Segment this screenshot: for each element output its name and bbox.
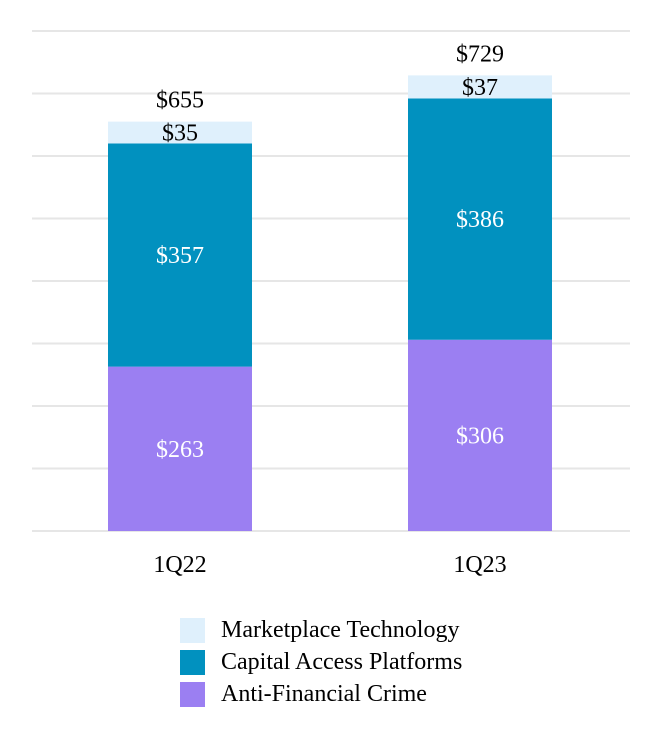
- data-label: $306: [456, 423, 504, 449]
- bar-anti-financial-crime-1q23: [408, 339, 552, 531]
- legend: Marketplace Technology Capital Access Pl…: [180, 614, 462, 710]
- bar-capital-access-platforms-1q23: [408, 98, 552, 340]
- legend-swatch: [180, 681, 205, 707]
- x-axis-ticks: 1Q22 1Q23: [153, 552, 506, 578]
- legend-item-anti-financial-crime: Anti-Financial Crime: [180, 678, 462, 710]
- data-label: $386: [456, 207, 504, 233]
- legend-item-capital-access-platforms: Capital Access Platforms: [180, 646, 462, 678]
- data-label: $35: [162, 121, 198, 147]
- legend-swatch: [180, 649, 205, 675]
- data-label: $37: [462, 75, 498, 101]
- legend-label: Capital Access Platforms: [221, 648, 463, 675]
- legend-label: Marketplace Technology: [221, 616, 460, 643]
- data-label: $263: [156, 437, 204, 463]
- segment-labels: $263 $357 $35 $306 $386 $37: [156, 75, 504, 463]
- total-label: $655: [156, 88, 204, 114]
- legend-item-marketplace-technology: Marketplace Technology: [180, 614, 462, 646]
- bar-marketplace-technology-1q23: [408, 75, 552, 99]
- bar-anti-financial-crime-1q22: [108, 366, 252, 531]
- legend-label: Anti-Financial Crime: [221, 680, 427, 707]
- data-label: $357: [156, 243, 204, 269]
- total-labels: $655 $729: [156, 41, 504, 113]
- stacked-bar-chart: $263 $357 $35 $306 $386 $37 $655 $729 1Q22 1Q23: [32, 30, 630, 578]
- total-label: $729: [456, 41, 504, 67]
- bar-capital-access-platforms-1q22: [108, 143, 252, 367]
- bar-marketplace-technology-1q22: [108, 121, 252, 144]
- x-tick-label: 1Q22: [153, 552, 206, 578]
- x-tick-label: 1Q23: [453, 552, 506, 578]
- legend-swatch: [180, 617, 205, 643]
- bars: [108, 75, 552, 531]
